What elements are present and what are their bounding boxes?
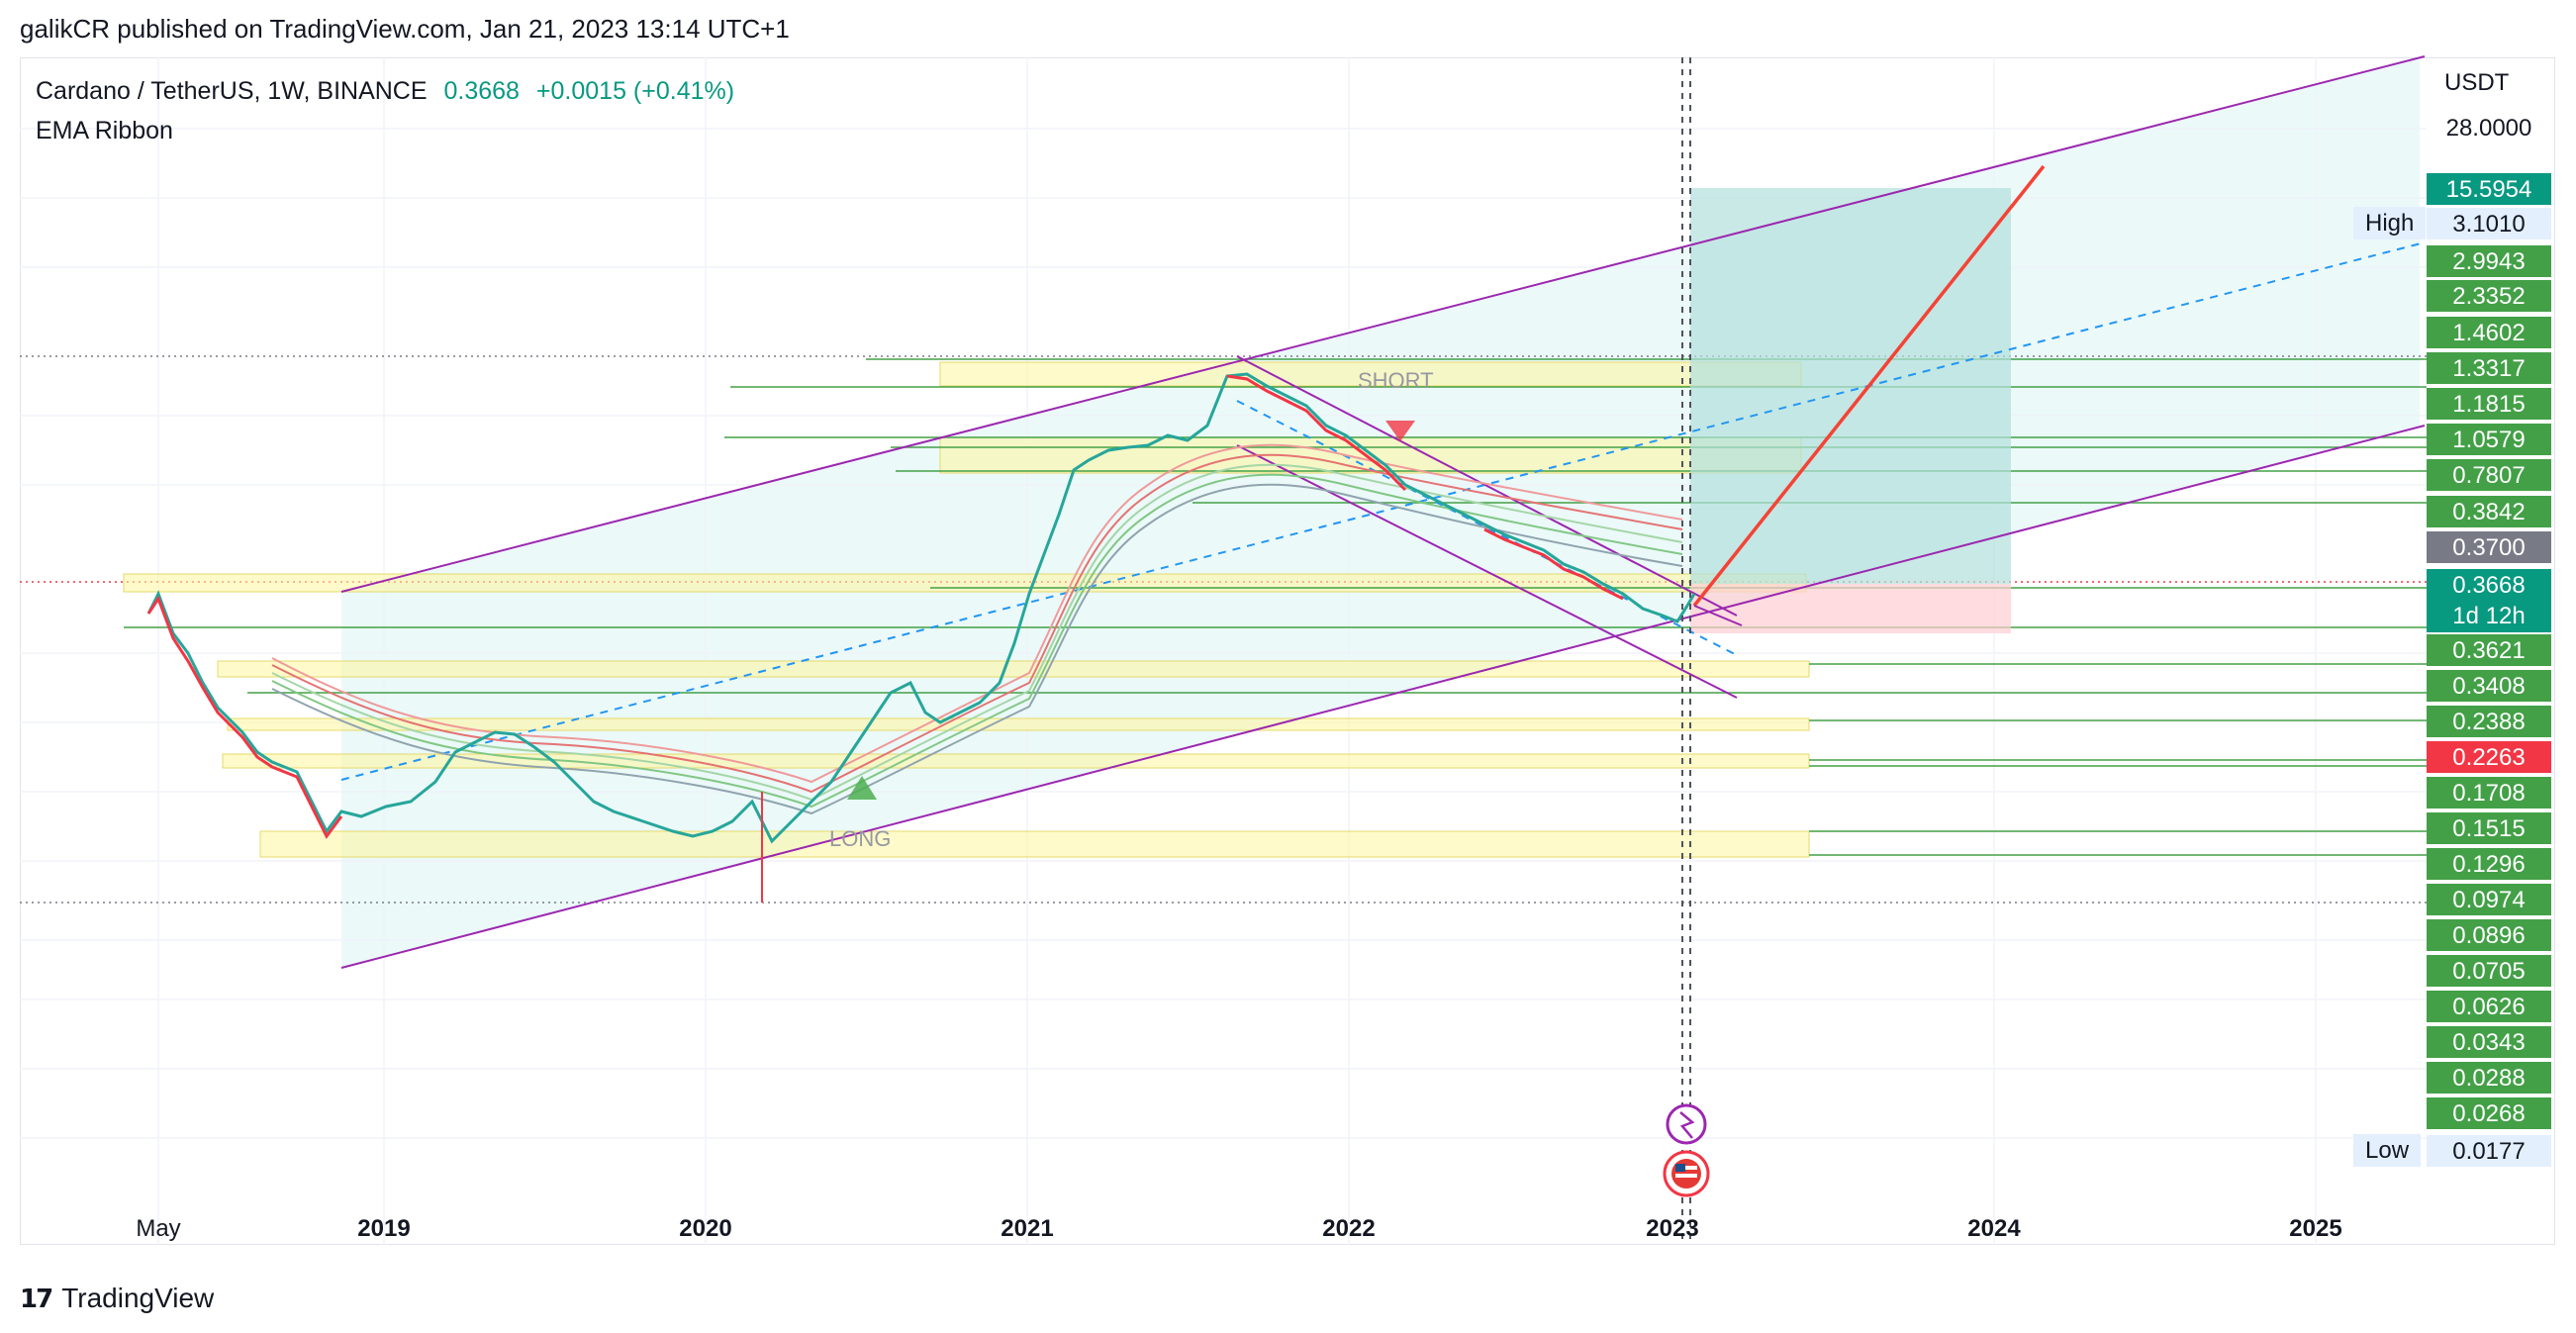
price-level-label: 0.0705 xyxy=(2427,954,2551,987)
price-level-label: 0.0974 xyxy=(2427,883,2551,915)
price-candles xyxy=(146,372,1696,903)
price-path xyxy=(146,372,1696,844)
price-level-label: 0.7807 xyxy=(2427,458,2551,491)
time-axis-label: 2022 xyxy=(1322,1215,1376,1242)
grid-horizontal xyxy=(20,128,2427,1139)
short-zone-label: SHORT xyxy=(1358,368,1434,393)
price-scale-top: 28.0000 xyxy=(2427,111,2551,143)
publish-attribution: galikCR published on TradingView.com, Ja… xyxy=(20,14,790,44)
time-axis-label: May xyxy=(136,1215,181,1242)
price-level-label: 0.3700 xyxy=(2427,530,2551,563)
price-level-label: 1.4602 xyxy=(2427,316,2551,348)
price-level-label: 0.0268 xyxy=(2427,1096,2551,1129)
price-level-label: 0.3842 xyxy=(2427,495,2551,527)
short-signal-icon xyxy=(1385,421,1415,441)
time-axis-label: 2024 xyxy=(1967,1215,2021,1242)
price-scale-currency[interactable]: USDT xyxy=(2444,69,2510,96)
tradingview-logo-icon: 𝟭𝟳 xyxy=(20,1283,53,1313)
price-level-label: 0.1708 xyxy=(2427,776,2551,809)
bar-countdown: 1d 12h xyxy=(2427,600,2551,632)
footer-brand[interactable]: 𝟭𝟳 TradingView xyxy=(20,1283,214,1314)
price-level-label: 2.3352 xyxy=(2427,279,2551,312)
price-level-label: 0.3621 xyxy=(2427,633,2551,666)
price-level-label: 0.0288 xyxy=(2427,1061,2551,1094)
chart-legend[interactable]: Cardano / TetherUS, 1W, BINANCE 0.3668 +… xyxy=(36,71,744,150)
price-level-label: 0.0343 xyxy=(2427,1025,2551,1058)
grid-vertical xyxy=(157,57,2317,1245)
long-signal-icon xyxy=(847,776,877,800)
zone-long xyxy=(259,830,1810,858)
target-projection-line xyxy=(1692,164,2046,608)
time-axis-label: 2025 xyxy=(2289,1215,2342,1242)
price-level-label: 0.1515 xyxy=(2427,811,2551,844)
price-level-label: 1.0579 xyxy=(2427,423,2551,455)
price-level-label: 0.3668 xyxy=(2427,568,2551,601)
price-level-label: 2.9943 xyxy=(2427,244,2551,277)
price-level-label: 0.3408 xyxy=(2427,669,2551,702)
price-level-label: 3.1010 xyxy=(2427,207,2551,239)
entry-projection-line xyxy=(1693,605,1743,626)
time-axis-label: 2019 xyxy=(357,1215,411,1242)
price-level-label: 0.0626 xyxy=(2427,990,2551,1022)
long-zone-label: LONG xyxy=(829,826,892,851)
price-level-label: 15.5954 xyxy=(2427,172,2551,205)
low-label: Low xyxy=(2353,1134,2422,1167)
price-level-label: 1.3317 xyxy=(2427,351,2551,384)
brand-name: TradingView xyxy=(61,1283,215,1313)
time-axis-label: 2021 xyxy=(1001,1215,1054,1242)
channel-mid-dashed xyxy=(340,241,2426,781)
time-axis-label: 2023 xyxy=(1646,1215,1699,1242)
price-level-label: 0.1296 xyxy=(2427,847,2551,880)
zone-mid-1 xyxy=(217,660,1810,678)
price-level-label: 0.0896 xyxy=(2427,918,2551,951)
time-axis-label: 2020 xyxy=(679,1215,732,1242)
price-level-label: 0.2263 xyxy=(2427,740,2551,773)
descending-channel-upper xyxy=(1236,355,1738,617)
descending-channel-lower xyxy=(1236,444,1738,699)
price-change: +0.0015 (+0.41%) xyxy=(535,77,735,105)
long-position-target xyxy=(1690,188,2011,584)
chart-pane[interactable] xyxy=(20,57,2555,1245)
price-level-label: 1.1815 xyxy=(2427,387,2551,420)
channel-upper-line xyxy=(340,55,2426,593)
symbol-description[interactable]: Cardano / TetherUS, 1W, BINANCE xyxy=(36,77,428,105)
high-label: High xyxy=(2353,207,2427,239)
indicator-ema-ribbon[interactable]: EMA Ribbon xyxy=(36,117,173,144)
long-position-stop xyxy=(1690,584,2011,633)
channel-lower-line xyxy=(340,425,2426,969)
price-level-label: 0.0177 xyxy=(2427,1134,2551,1167)
green-levels xyxy=(124,358,2427,856)
price-level-label: 0.2388 xyxy=(2427,705,2551,737)
last-price: 0.3668 xyxy=(443,77,520,105)
supply-demand-zones xyxy=(123,361,1810,858)
